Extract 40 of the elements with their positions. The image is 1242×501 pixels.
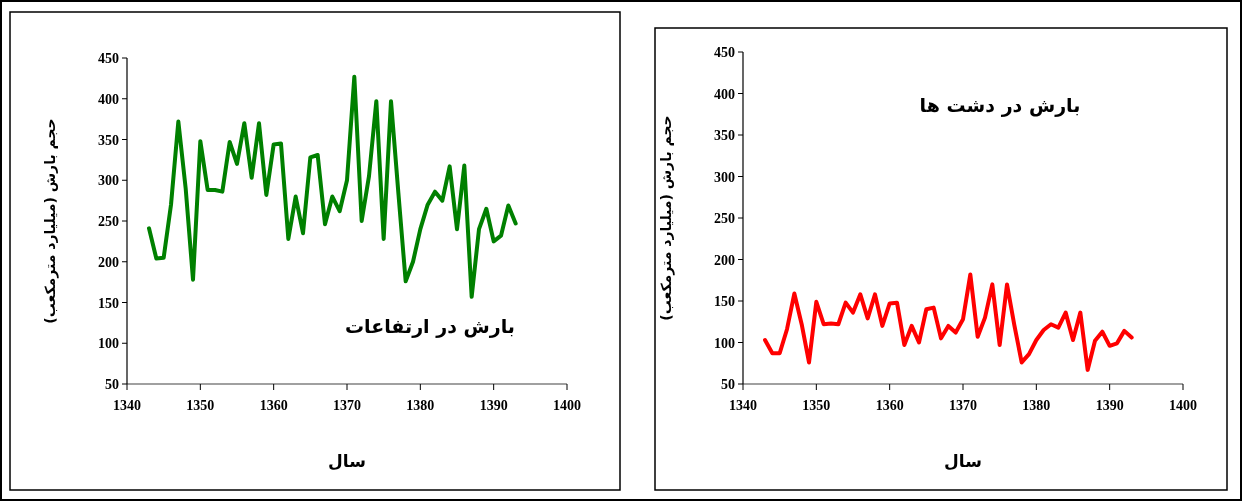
x-tick-label: 1340 <box>113 398 141 413</box>
y-tick-label: 300 <box>98 173 119 189</box>
y-tick-label: 150 <box>98 295 119 311</box>
x-tick-label: 1400 <box>1169 398 1197 413</box>
y-tick-label: 350 <box>714 128 735 143</box>
y-tick-label: 50 <box>105 377 119 392</box>
y-tick-label: 450 <box>714 45 735 60</box>
x-tick-label: 1390 <box>1095 398 1124 413</box>
text: بارش در دشت ها <box>919 94 1081 117</box>
y-tick-label: 100 <box>714 335 735 351</box>
x-tick-label: 1350 <box>186 398 215 413</box>
y-tick-label: 200 <box>98 254 119 270</box>
x-tick-label: 1400 <box>553 398 581 413</box>
x-tick-label: 1350 <box>802 398 831 413</box>
x-tick-label: 1370 <box>333 398 361 413</box>
x-tick-label: 1390 <box>479 398 508 413</box>
y-tick-label: 200 <box>714 252 735 268</box>
line-series <box>763 272 1134 372</box>
y-tick-label: 150 <box>714 294 735 309</box>
x-tick-label: 1380 <box>406 398 435 413</box>
text: بارش در ارتفاعات <box>345 315 515 338</box>
y-tick-label: 400 <box>714 86 735 102</box>
y-tick-label: 350 <box>98 132 119 148</box>
y-tick-label: 100 <box>98 336 119 352</box>
x-tick-label: 1360 <box>875 398 904 413</box>
y-tick-label: 50 <box>721 377 735 392</box>
y-tick-label: 300 <box>714 169 735 185</box>
y-axis-title: حجم بارش (میلیارد مترمکعب) <box>658 115 675 321</box>
x-tick-label: 1370 <box>949 398 977 413</box>
x-axis-title: سال <box>328 451 366 471</box>
y-tick-label: 250 <box>714 211 735 226</box>
x-tick-label: 1360 <box>259 398 288 413</box>
x-axis-title: سال <box>944 451 982 471</box>
y-tick-label: 400 <box>98 91 119 107</box>
line-series <box>147 74 518 299</box>
y-tick-label: 450 <box>98 51 119 66</box>
y-axis-title: حجم بارش (میلیارد مترمکعب) <box>42 118 59 324</box>
y-tick-label: 250 <box>98 214 119 229</box>
x-tick-label: 1380 <box>1022 398 1051 413</box>
x-tick-label: 1340 <box>729 398 757 413</box>
